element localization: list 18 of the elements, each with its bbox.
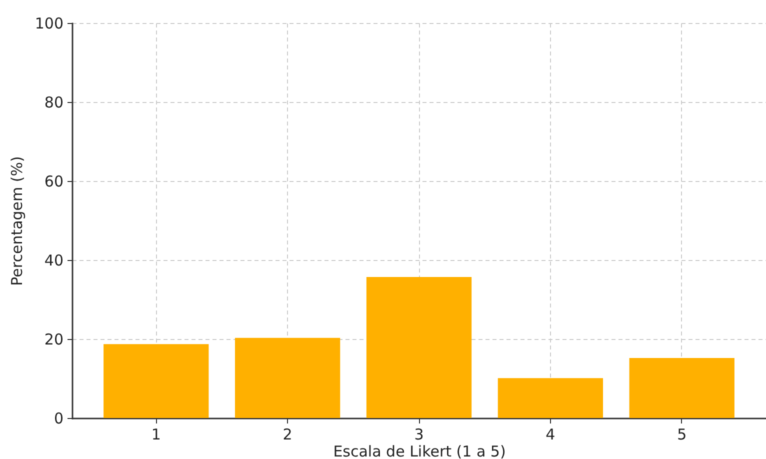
bar (498, 378, 604, 418)
y-tick-label: 0 (54, 410, 64, 428)
x-tick-label: 3 (414, 426, 424, 444)
y-tick-label: 100 (34, 14, 64, 32)
x-tick-label: 2 (282, 426, 292, 444)
bar (366, 276, 472, 418)
x-tick-label: 1 (151, 426, 161, 444)
y-axis-title: Percentagem (%) (8, 156, 26, 286)
x-tick-label: 5 (677, 426, 687, 444)
bar (234, 338, 340, 418)
y-tick-label: 40 (44, 252, 64, 270)
y-tick-label: 60 (44, 172, 64, 190)
x-tick-label: 4 (546, 426, 556, 444)
y-tick-label: 20 (44, 330, 64, 348)
bar (104, 344, 209, 418)
bar (629, 358, 734, 418)
x-axis-title: Escala de Likert (1 a 5) (333, 442, 506, 459)
y-tick-label: 80 (44, 94, 64, 112)
